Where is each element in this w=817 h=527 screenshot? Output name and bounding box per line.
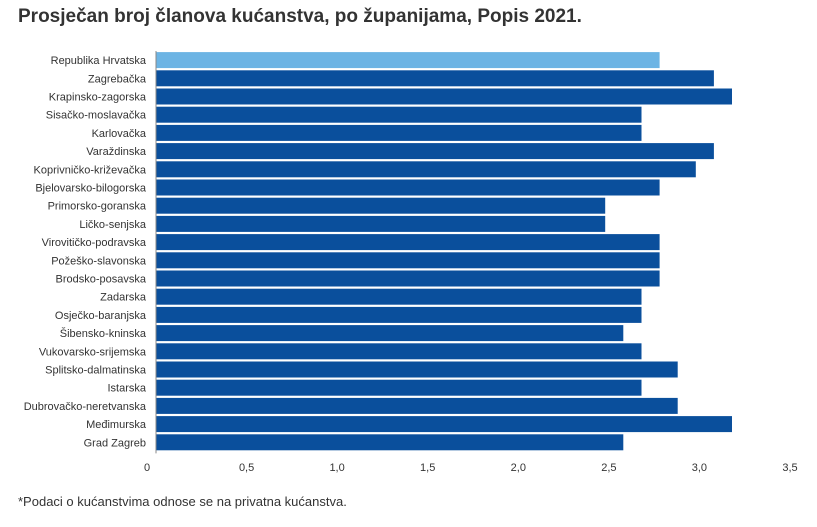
- bar-6: [156, 161, 696, 178]
- bar-5: [156, 143, 714, 160]
- bar-20: [156, 416, 732, 433]
- category-label: Karlovačka: [92, 128, 147, 140]
- x-tick-label: 0: [144, 462, 150, 474]
- category-label: Ličko-senjska: [79, 219, 147, 231]
- bar-13: [156, 288, 642, 305]
- category-label: Dubrovačko-neretvanska: [24, 401, 147, 413]
- bar-16: [156, 343, 642, 360]
- category-label: Međimurska: [86, 419, 147, 431]
- footnote: *Podaci o kućanstvima odnose se na priva…: [18, 494, 347, 509]
- bar-11: [156, 252, 660, 269]
- bar-9: [156, 215, 606, 232]
- bar-12: [156, 270, 660, 287]
- bar-4: [156, 124, 642, 141]
- bar-2: [156, 88, 732, 105]
- x-tick-label: 1,5: [420, 462, 435, 474]
- bar-18: [156, 379, 642, 396]
- chart-title: Prosječan broj članova kućanstva, po žup…: [18, 6, 582, 27]
- bar-21: [156, 434, 624, 451]
- x-tick-label: 2,0: [511, 462, 526, 474]
- category-label: Sisačko-moslavačka: [46, 110, 147, 122]
- category-label: Vukovarsko-srijemska: [39, 346, 147, 358]
- category-label: Varaždinska: [86, 146, 147, 158]
- category-label: Grad Zagreb: [84, 437, 146, 449]
- bar-10: [156, 234, 660, 251]
- bar-3: [156, 106, 642, 123]
- bar-15: [156, 325, 624, 342]
- category-label: Šibensko-kninska: [60, 327, 147, 340]
- category-label: Zagrebačka: [88, 73, 147, 85]
- bar-0: [156, 52, 660, 69]
- x-axis-ticks: 0 0,5 1,0 1,5 2,0 2,5 3,0 3,5: [144, 462, 798, 474]
- category-label: Primorsko-goranska: [48, 201, 147, 213]
- category-label: Brodsko-posavska: [56, 274, 147, 286]
- x-tick-label: 2,5: [601, 462, 616, 474]
- bar-17: [156, 361, 678, 378]
- category-label: Bjelovarsko-bilogorska: [35, 183, 147, 195]
- category-label: Zadarska: [100, 292, 147, 304]
- category-label: Požeško-slavonska: [51, 255, 147, 267]
- category-label: Krapinsko-zagorska: [49, 92, 147, 104]
- bar-7: [156, 179, 660, 196]
- category-label: Virovitičko-podravska: [42, 237, 147, 249]
- x-tick-label: 3,0: [692, 462, 707, 474]
- bar-19: [156, 397, 678, 414]
- x-tick-label: 0,5: [239, 462, 254, 474]
- x-tick-label: 1,0: [329, 462, 344, 474]
- bars-group: [156, 52, 732, 451]
- category-labels: Republika Hrvatska Zagrebačka Krapinsko-za…: [24, 55, 147, 449]
- category-label: Republika Hrvatska: [51, 55, 147, 67]
- bar-8: [156, 197, 606, 214]
- category-label: Istarska: [107, 383, 146, 395]
- bar-1: [156, 70, 714, 87]
- category-label: Splitsko-dalmatinska: [45, 365, 147, 377]
- category-label: Osječko-baranjska: [55, 310, 147, 322]
- x-tick-label: 3,5: [782, 462, 797, 474]
- bar-14: [156, 306, 642, 323]
- category-label: Koprivničko-križevačka: [34, 164, 147, 176]
